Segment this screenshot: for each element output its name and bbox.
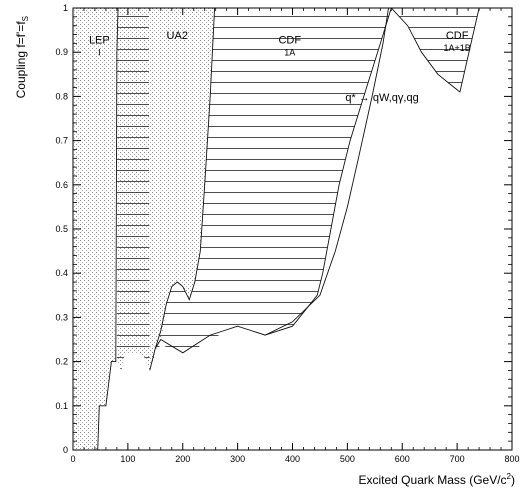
y-tick-label: 0 <box>63 445 68 455</box>
y-tick-label: 0.9 <box>55 47 68 57</box>
y-tick-label: 0.8 <box>55 91 68 101</box>
curve-cdf-upper-edge <box>264 8 392 336</box>
x-tick-label: 200 <box>175 454 190 464</box>
curve-cdf1b-edge <box>390 8 480 93</box>
x-tick-label: 400 <box>285 454 300 464</box>
y-tick-label: 1 <box>63 3 68 13</box>
x-tick-label: 100 <box>120 454 135 464</box>
process-label: q* → qW,qγ,qg <box>345 92 418 104</box>
region-label-cdf1b: CDF 1A+1B <box>443 30 470 53</box>
curve-ua2-right-edge <box>154 8 216 349</box>
y-tick-label: 0.1 <box>55 401 68 411</box>
region-labels: LEP I UA2 CDF 1A CDF 1A+1B <box>89 30 471 57</box>
curve-cdf-lower-edge <box>149 8 389 371</box>
y-tick-label: 0.2 <box>55 357 68 367</box>
y-tick-label: 0.3 <box>55 312 68 322</box>
x-tick-label: 800 <box>504 454 519 464</box>
y-axis-title: Coupling f=f'=fS <box>14 16 30 98</box>
region-label-lep: LEP I <box>89 34 110 57</box>
x-axis-title-superscript: 2 <box>507 472 512 481</box>
region-label-ua2: UA2 <box>167 30 188 42</box>
axis-tick-labels: 0 100 200 300 400 500 600 700 800 0 0.1 0.2 0.3 0.4 0.… <box>55 3 519 464</box>
y-tick-label: 0.5 <box>55 224 68 234</box>
x-axis-title: Excited Quark Mass (GeV/c2) <box>359 472 516 487</box>
curve-lep-right-edge <box>97 8 119 450</box>
y-axis-title-subscript: S <box>21 16 30 21</box>
x-tick-label: 0 <box>70 454 75 464</box>
region-cdf1a <box>116 8 392 371</box>
region-lep <box>73 8 118 450</box>
y-tick-label: 0.6 <box>55 180 68 190</box>
axis-ticks <box>72 7 513 451</box>
boundary-curves <box>97 8 480 450</box>
y-tick-label: 0.4 <box>55 268 68 278</box>
x-tick-label: 500 <box>340 454 355 464</box>
x-tick-label: 700 <box>450 454 465 464</box>
exclusion-regions <box>73 8 480 450</box>
region-label-cdf1a: CDF 1A <box>278 34 301 57</box>
x-tick-label: 600 <box>395 454 410 464</box>
x-tick-label: 300 <box>230 454 245 464</box>
y-tick-label: 0.7 <box>55 136 68 146</box>
region-cdf1b <box>391 8 480 92</box>
